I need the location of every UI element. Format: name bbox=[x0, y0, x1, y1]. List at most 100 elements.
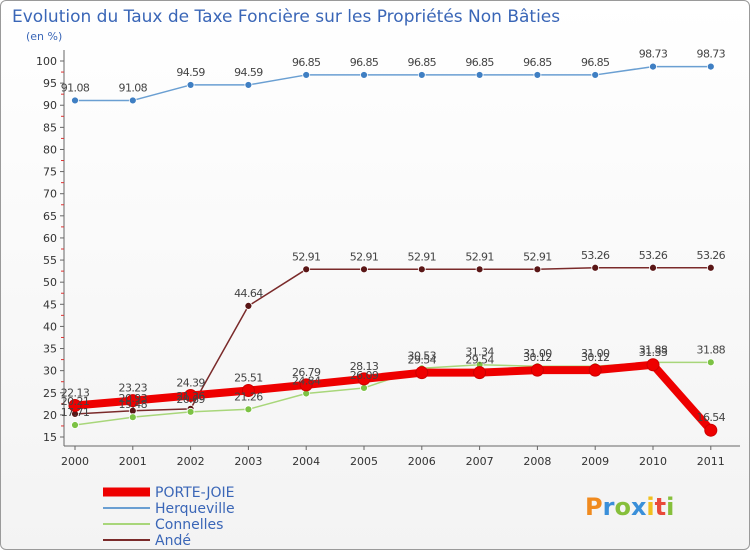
data-point bbox=[533, 265, 542, 274]
y-tick-label: 30 bbox=[43, 365, 57, 378]
x-ticks: 2000 2001 2002 2003 2004 2005 2006 2007 2008 2009… bbox=[61, 446, 725, 468]
data-point bbox=[360, 71, 368, 79]
y-tick-label: 90 bbox=[43, 99, 57, 112]
data-label: 94.59 bbox=[176, 66, 205, 79]
data-label: 96.85 bbox=[465, 56, 494, 69]
data-label: 31.34 bbox=[465, 346, 494, 359]
data-label: 53.26 bbox=[697, 249, 726, 262]
y-tick-label: 50 bbox=[43, 276, 57, 289]
data-point bbox=[530, 363, 544, 377]
x-tick-label: 2010 bbox=[639, 455, 667, 468]
data-label: 31.00 bbox=[523, 347, 552, 360]
x-tick-label: 2009 bbox=[581, 455, 609, 468]
data-point bbox=[184, 388, 198, 402]
data-point bbox=[706, 263, 715, 272]
series-line-porte-joie bbox=[71, 360, 715, 435]
data-label: 24.84 bbox=[292, 374, 321, 387]
x-tick-label: 2007 bbox=[466, 455, 494, 468]
y-tick-label: 35 bbox=[43, 343, 57, 356]
data-point bbox=[649, 263, 657, 272]
x-tick-label: 2006 bbox=[408, 455, 436, 468]
x-tick-label: 2011 bbox=[697, 455, 725, 468]
proxiti-logo: Proxiti bbox=[585, 493, 674, 521]
series-group bbox=[68, 62, 718, 437]
data-point bbox=[128, 96, 137, 105]
data-point bbox=[475, 71, 484, 79]
legend-label: Connelles bbox=[155, 517, 223, 533]
data-point bbox=[299, 378, 313, 392]
data-label: 52.91 bbox=[292, 250, 321, 263]
data-label: 20.69 bbox=[176, 393, 205, 406]
y-tick-label: 80 bbox=[43, 143, 57, 156]
data-label: 21.26 bbox=[234, 390, 263, 403]
chart-title: Evolution du Taux de Taxe Foncière sur l… bbox=[12, 7, 560, 27]
logo-letter: x bbox=[631, 493, 647, 521]
data-label: 30.12 bbox=[523, 351, 552, 364]
data-label: 96.85 bbox=[408, 56, 437, 69]
data-label: 52.91 bbox=[523, 250, 552, 263]
data-label: 91.08 bbox=[119, 81, 148, 94]
data-point bbox=[588, 363, 602, 377]
y-tick-label: 75 bbox=[43, 166, 57, 179]
data-point bbox=[71, 421, 79, 429]
data-label: 23.23 bbox=[119, 382, 148, 395]
x-tick-label: 2003 bbox=[234, 455, 262, 468]
data-point bbox=[128, 413, 137, 422]
logo-letter: i bbox=[646, 493, 654, 521]
logo-letter: o bbox=[614, 493, 631, 521]
data-point bbox=[704, 423, 718, 437]
data-label: 19.48 bbox=[119, 398, 148, 411]
data-point bbox=[473, 366, 487, 380]
data-label: 53.26 bbox=[639, 249, 668, 262]
data-label: 52.91 bbox=[350, 250, 379, 263]
data-point bbox=[417, 265, 426, 274]
data-labels: 91.08 91.08 94.59 94.59 96.85 96.85 96.85 96.85… bbox=[61, 48, 726, 425]
y-ticks: 15 20 25 30 35 40 45 50 55 60 65 70 75 80 85 90 95 100 bbox=[36, 55, 64, 444]
data-point bbox=[360, 265, 368, 274]
data-label: 96.85 bbox=[292, 56, 321, 69]
x-tick-label: 2008 bbox=[523, 455, 551, 468]
data-point bbox=[244, 405, 253, 414]
data-label: 44.64 bbox=[234, 287, 263, 300]
data-point bbox=[302, 265, 311, 274]
data-point bbox=[357, 372, 371, 386]
data-point bbox=[68, 398, 82, 412]
data-label: 29.54 bbox=[465, 354, 494, 367]
y-tick-label: 60 bbox=[43, 232, 57, 245]
y-tick-label: 95 bbox=[43, 77, 57, 90]
data-label: 52.91 bbox=[408, 250, 437, 263]
series-line-herqueville bbox=[74, 65, 712, 102]
data-point bbox=[591, 263, 600, 272]
data-point bbox=[706, 358, 715, 367]
data-label: 21.36 bbox=[176, 390, 205, 403]
y-tick-label: 55 bbox=[43, 254, 57, 267]
y-tick-label: 70 bbox=[43, 188, 57, 201]
y-tick-label: 65 bbox=[43, 210, 57, 223]
data-point bbox=[302, 71, 311, 79]
data-label: 31.88 bbox=[639, 343, 668, 356]
data-label: 24.39 bbox=[176, 376, 205, 389]
data-label: 98.73 bbox=[639, 48, 668, 61]
data-point bbox=[533, 71, 542, 79]
data-point bbox=[475, 265, 484, 274]
legend-label: Herqueville bbox=[155, 501, 235, 517]
data-point bbox=[241, 384, 255, 398]
data-label: 30.53 bbox=[408, 349, 437, 362]
chart-subtitle: (en %) bbox=[26, 30, 62, 43]
logo-letter: i bbox=[666, 493, 674, 521]
data-label: 16.54 bbox=[697, 411, 726, 424]
data-point bbox=[71, 96, 79, 105]
data-label: 26.09 bbox=[350, 369, 379, 382]
data-label: 96.85 bbox=[523, 56, 552, 69]
x-tick-label: 2000 bbox=[61, 455, 89, 468]
data-point bbox=[649, 62, 657, 71]
data-point bbox=[417, 71, 426, 79]
x-tick-label: 2002 bbox=[177, 455, 205, 468]
data-label: 31.88 bbox=[697, 343, 726, 356]
data-point bbox=[126, 394, 140, 408]
data-label: 94.59 bbox=[234, 66, 263, 79]
data-point bbox=[186, 81, 195, 89]
